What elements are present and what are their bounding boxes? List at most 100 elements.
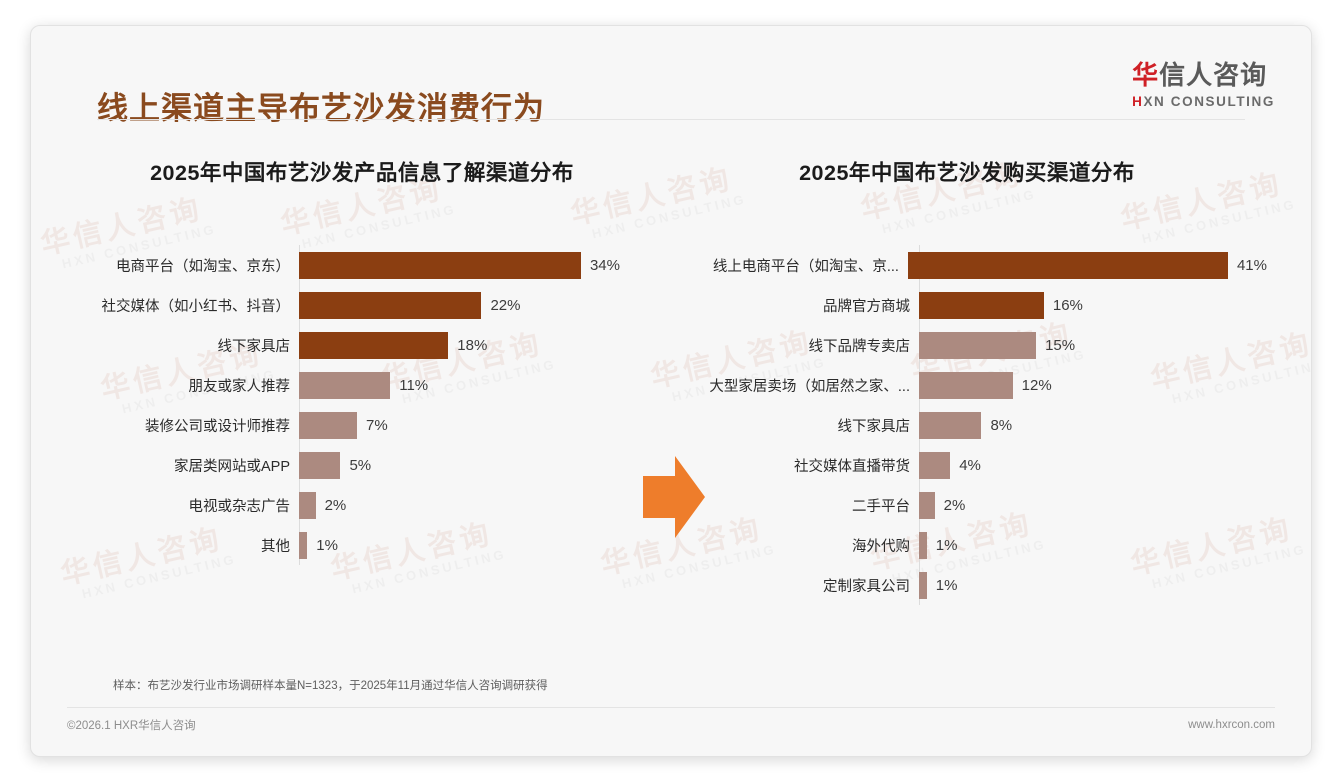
bar-fill xyxy=(299,491,316,519)
bar-fill xyxy=(299,291,482,319)
bar-track: 11% xyxy=(299,365,657,405)
bar-fill xyxy=(919,451,951,479)
bar-fill xyxy=(919,571,927,599)
bar-row: 其他 1% xyxy=(67,525,657,565)
bar-track: 1% xyxy=(299,525,657,565)
bar-fill xyxy=(919,531,927,559)
bar-track: 1% xyxy=(919,525,1267,565)
bar-category-label: 线下品牌专卖店 xyxy=(808,338,911,355)
bar-fill xyxy=(907,251,1228,279)
bar-row: 线下家具店 8% xyxy=(667,405,1267,445)
bar-row: 电视或杂志广告 2% xyxy=(67,485,657,525)
bar-track: 18% xyxy=(299,325,657,365)
bar-fill xyxy=(919,291,1044,319)
bar-category-label: 电商平台（如淘宝、京东） xyxy=(116,258,290,275)
bar-fill xyxy=(299,251,581,279)
bar-category-label: 其他 xyxy=(261,538,290,555)
bar-value-label: 16% xyxy=(1052,296,1083,314)
bar-row: 朋友或家人推荐 11% xyxy=(67,365,657,405)
slide-header: 线上渠道主导布艺沙发消费行为 华信人咨询 HXN CONSULTING xyxy=(31,26,1311,126)
copyright-text: ©2026.1 HXR华信人咨询 xyxy=(67,720,196,732)
bar-value-label: 7% xyxy=(366,416,388,434)
bar-category-label: 家居类网站或APP xyxy=(173,458,290,475)
bar-value-label: 2% xyxy=(324,496,347,514)
bar-track: 1% xyxy=(919,565,1267,605)
bar-track: 2% xyxy=(299,485,657,525)
bar-fill xyxy=(299,331,449,359)
arrow-shape xyxy=(643,456,705,538)
bar-value-label: 1% xyxy=(935,576,958,594)
bar-value-label: 4% xyxy=(959,456,981,474)
bar-track: 34% xyxy=(299,245,657,285)
chart-axis-line xyxy=(299,245,300,565)
bar-row: 家居类网站或APP 5% xyxy=(67,445,657,485)
logo-cn-rest: 信人咨询 xyxy=(1159,60,1268,90)
chart-panel-awareness: 2025年中国布艺沙发产品信息了解渠道分布 电商平台（如淘宝、京东） 34% 社交媒… xyxy=(67,156,657,565)
bar-track: 41% xyxy=(907,245,1267,285)
bar-row: 线下品牌专卖店 15% xyxy=(667,325,1267,365)
bar-value-label: 34% xyxy=(589,256,620,274)
bar-row: 二手平台 2% xyxy=(667,485,1267,525)
bar-value-label: 12% xyxy=(1021,376,1052,394)
bar-row: 大型家居卖场（如居然之家、... 12% xyxy=(667,365,1267,405)
logo-cn-highlight: 华 xyxy=(1132,60,1160,90)
bar-track: 8% xyxy=(919,405,1267,445)
bar-value-label: 18% xyxy=(457,336,488,354)
bar-track: 5% xyxy=(299,445,657,485)
bar-row: 线上电商平台（如淘宝、京... 41% xyxy=(667,245,1267,285)
bar-track: 4% xyxy=(919,445,1267,485)
bar-category-label: 线上电商平台（如淘宝、京... xyxy=(712,258,899,275)
bar-category-label: 定制家具公司 xyxy=(823,578,910,595)
footer-divider xyxy=(67,707,1275,708)
bar-row: 海外代购 1% xyxy=(667,525,1267,565)
logo-english-text: HXN CONSULTING xyxy=(1132,95,1275,109)
slide-footer: ©2026.1 HXR华信人咨询 www.hxrcon.com xyxy=(67,714,1275,736)
bar-category-label: 装修公司或设计师推荐 xyxy=(145,418,290,435)
bar-value-label: 22% xyxy=(490,296,521,314)
bar-category-label: 大型家居卖场（如居然之家、... xyxy=(709,378,910,395)
bar-category-label: 电视或杂志广告 xyxy=(188,498,291,515)
chart-title-purchase: 2025年中国布艺沙发购买渠道分布 xyxy=(799,161,1135,185)
logo-en-highlight: H xyxy=(1132,94,1144,109)
bar-track: 12% xyxy=(919,365,1267,405)
bar-value-label: 15% xyxy=(1045,336,1076,354)
bar-row: 社交媒体直播带货 4% xyxy=(667,445,1267,485)
bar-fill xyxy=(919,491,935,519)
bar-fill xyxy=(299,531,308,559)
chart-title-awareness: 2025年中国布艺沙发产品信息了解渠道分布 xyxy=(150,161,574,185)
source-note: 样本：布艺沙发行业市场调研样本量N=1323，于2025年11月通过华信人咨询调… xyxy=(113,680,548,692)
bar-fill xyxy=(919,331,1037,359)
bar-track: 15% xyxy=(919,325,1267,365)
bar-chart-awareness: 电商平台（如淘宝、京东） 34% 社交媒体（如小红书、抖音） 22% 线下家具店 18% 朋… xyxy=(67,245,657,565)
bar-row: 装修公司或设计师推荐 7% xyxy=(67,405,657,445)
bar-category-label: 线下家具店 xyxy=(837,418,911,435)
bar-track: 7% xyxy=(299,405,657,445)
bar-row: 社交媒体（如小红书、抖音） 22% xyxy=(67,285,657,325)
bar-value-label: 41% xyxy=(1236,256,1267,274)
bar-row: 品牌官方商城 16% xyxy=(667,285,1267,325)
logo-en-rest: XN CONSULTING xyxy=(1143,94,1275,109)
chart-panel-purchase: 2025年中国布艺沙发购买渠道分布 线上电商平台（如淘宝、京... 41% 品牌官方… xyxy=(667,156,1267,605)
bar-track: 2% xyxy=(919,485,1267,525)
brand-logo: 华信人咨询 HXN CONSULTING xyxy=(1132,62,1275,109)
right-arrow-icon xyxy=(643,456,705,538)
bar-value-label: 5% xyxy=(349,456,372,474)
bar-row: 定制家具公司 1% xyxy=(667,565,1267,605)
bar-value-label: 2% xyxy=(943,496,966,514)
website-link[interactable]: www.hxrcon.com xyxy=(1188,719,1275,731)
bar-fill xyxy=(299,371,391,399)
bar-category-label: 品牌官方商城 xyxy=(823,298,910,315)
slide-card: 华信人咨询 HXN CONSULTING 华信人咨询 HXN CONSULTING … xyxy=(30,25,1312,757)
logo-chinese-text: 华信人咨询 xyxy=(1132,62,1275,88)
page-title: 线上渠道主导布艺沙发消费行为 xyxy=(97,91,545,126)
bar-chart-purchase: 线上电商平台（如淘宝、京... 41% 品牌官方商城 16% 线下品牌专卖店 15% 大型家… xyxy=(667,245,1267,605)
bar-rows-awareness: 电商平台（如淘宝、京东） 34% 社交媒体（如小红书、抖音） 22% 线下家具店 18% 朋… xyxy=(67,245,657,565)
bar-fill xyxy=(919,411,982,439)
bar-category-label: 社交媒体（如小红书、抖音） xyxy=(101,298,291,315)
bar-row: 电商平台（如淘宝、京东） 34% xyxy=(67,245,657,285)
bar-track: 16% xyxy=(919,285,1267,325)
bar-fill xyxy=(299,411,358,439)
bar-value-label: 1% xyxy=(935,536,958,554)
header-divider xyxy=(97,119,1245,120)
bar-value-label: 8% xyxy=(990,416,1013,434)
